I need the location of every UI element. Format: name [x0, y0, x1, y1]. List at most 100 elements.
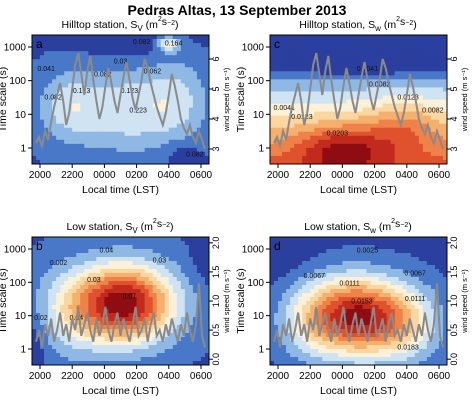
heatmap-cell [418, 59, 424, 64]
heatmap-cell [326, 341, 331, 346]
heatmap-cell [136, 345, 142, 350]
heatmap-cell [60, 51, 65, 56]
heatmap-cell [200, 265, 206, 270]
heatmap-cell [286, 329, 291, 334]
heatmap-cell [358, 35, 363, 40]
heatmap-cell [196, 269, 202, 274]
heatmap-cell [282, 63, 287, 68]
heatmap-cell [188, 67, 194, 72]
heatmap-cell [274, 293, 279, 298]
heatmap-cell [298, 47, 303, 52]
heatmap-cell [92, 67, 97, 72]
heatmap-cell [64, 35, 69, 40]
heatmap-cell [358, 87, 363, 92]
heatmap-cell [108, 151, 113, 157]
heatmap-cell [36, 147, 41, 153]
heatmap-cell [128, 241, 133, 246]
heatmap-cell [342, 361, 347, 366]
heatmap-cell [318, 293, 323, 298]
heatmap-cell [148, 253, 154, 258]
heatmap-cell [76, 269, 81, 274]
heatmap-cell [318, 115, 323, 121]
heatmap-cell [290, 293, 295, 298]
heatmap-cell [302, 151, 307, 157]
heatmap-cell [306, 253, 311, 258]
heatmap-cell [64, 301, 69, 306]
heatmap-cell [342, 305, 347, 310]
heatmap-cell [318, 155, 323, 161]
heatmap-cell [196, 91, 202, 96]
heatmap-cell [310, 95, 315, 100]
heatmap-cell [112, 261, 117, 266]
heatmap-cell [338, 257, 343, 262]
heatmap-cell [156, 79, 162, 84]
right-tick-label: 0.5 [211, 324, 221, 337]
heatmap-cell [310, 123, 315, 129]
heatmap-cell [56, 147, 61, 153]
heatmap-cell [152, 241, 158, 246]
heatmap-cell [128, 257, 133, 262]
heatmap-cell [188, 325, 194, 330]
heatmap-cell [342, 341, 347, 346]
heatmap-cell [180, 115, 186, 121]
heatmap-cell [156, 67, 162, 72]
heatmap-cell [100, 277, 105, 282]
heatmap-cell [274, 71, 279, 76]
heatmap-cell [92, 135, 97, 141]
heatmap-cell [164, 289, 170, 294]
heatmap-cell [196, 341, 202, 346]
heatmap-cell [100, 345, 105, 350]
heatmap-cell [112, 237, 117, 242]
heatmap-cell [44, 353, 49, 358]
heatmap-cell [282, 245, 287, 250]
heatmap-cell [156, 297, 162, 302]
heatmap-cell [36, 289, 41, 294]
heatmap-cell [330, 147, 335, 153]
heatmap-cell [406, 67, 412, 72]
heatmap-cell [286, 143, 291, 149]
heatmap-cell [330, 123, 335, 129]
heatmap-cell [402, 115, 408, 121]
heatmap-cell [318, 147, 323, 153]
heatmap-cell [92, 63, 97, 68]
heatmap-cell [196, 151, 202, 157]
heatmap-cell [310, 103, 315, 108]
heatmap-cell [172, 337, 178, 342]
heatmap-cell [160, 249, 166, 254]
heatmap-cell [278, 349, 283, 354]
heatmap-cell [88, 67, 93, 72]
heatmap-cell [274, 111, 279, 117]
heatmap-cell [322, 143, 327, 149]
heatmap-cell [104, 337, 109, 342]
heatmap-cell [192, 305, 198, 310]
heatmap-cell [330, 353, 335, 358]
heatmap-cell [68, 43, 73, 48]
heatmap-cell [314, 95, 319, 100]
heatmap-cell [200, 99, 206, 104]
heatmap-cell [402, 51, 408, 56]
heatmap-cell [310, 269, 315, 274]
heatmap-cell [88, 309, 93, 314]
heatmap-cell [286, 55, 291, 60]
heatmap-cell [294, 39, 299, 44]
heatmap-cell [160, 67, 166, 72]
heatmap-cell [338, 337, 343, 342]
heatmap-cell [370, 39, 375, 44]
heatmap-cell [430, 79, 436, 84]
heatmap-cell [68, 237, 73, 242]
heatmap-cell [434, 155, 440, 161]
heatmap-cell [80, 345, 85, 350]
heatmap-cell [64, 321, 69, 326]
heatmap-cell [290, 59, 295, 64]
heatmap-cell [282, 297, 287, 302]
heatmap-cell [274, 313, 279, 318]
heatmap-cell [56, 151, 61, 157]
heatmap-cell [302, 289, 307, 294]
heatmap-cell [108, 361, 113, 366]
heatmap-cell [128, 59, 133, 64]
heatmap-cell [32, 353, 37, 358]
heatmap-cell [270, 261, 275, 266]
heatmap-cell [124, 47, 129, 52]
heatmap-cell [116, 281, 121, 286]
heatmap-cell [196, 79, 202, 84]
